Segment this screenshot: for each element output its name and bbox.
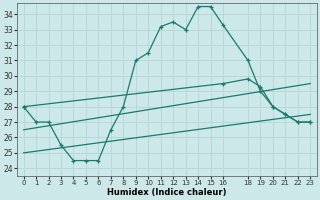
X-axis label: Humidex (Indice chaleur): Humidex (Indice chaleur)	[107, 188, 227, 197]
